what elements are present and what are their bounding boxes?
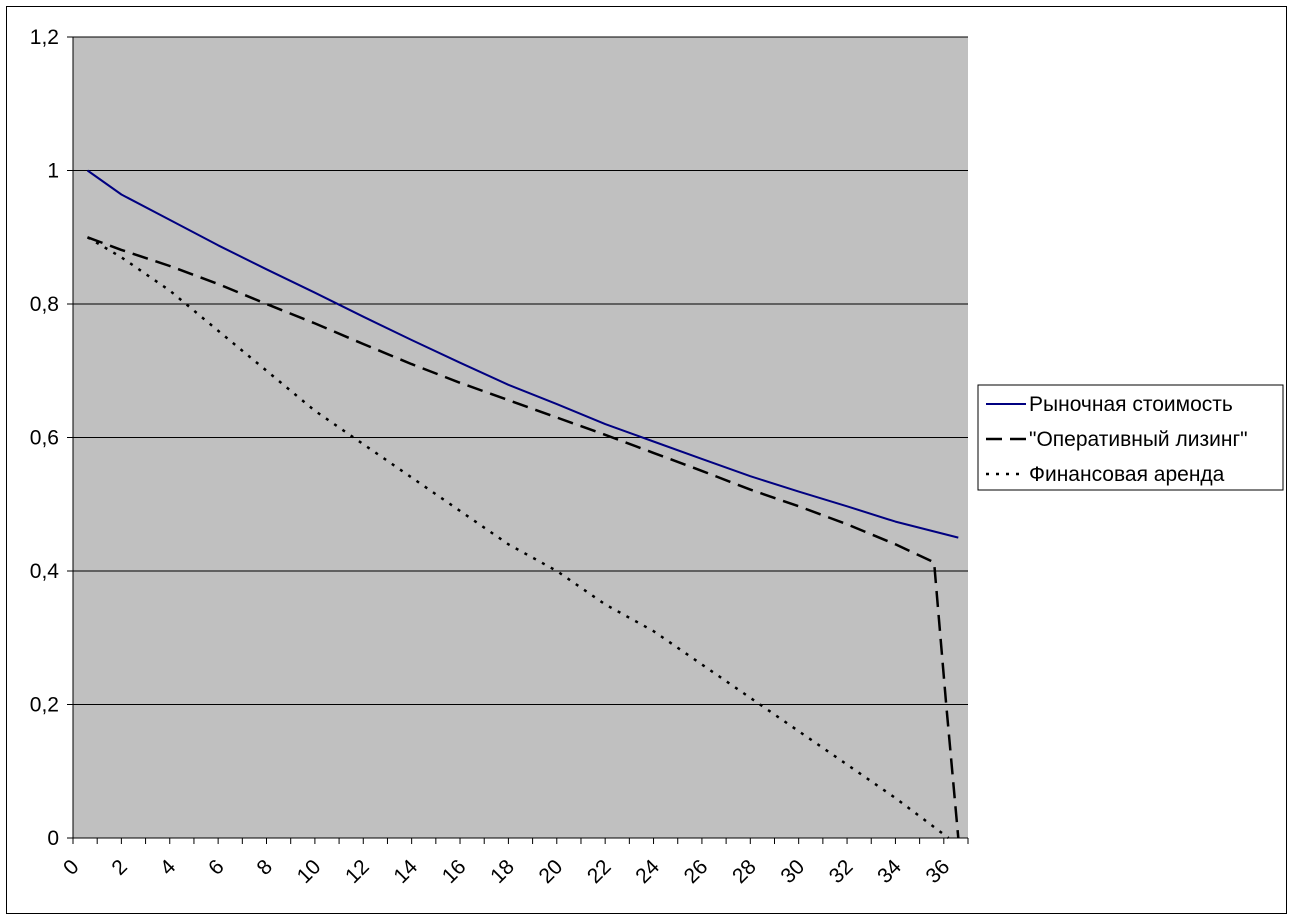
series-line-1 <box>87 236 960 839</box>
x-tick-label-10: 20 <box>535 855 568 888</box>
x-tick-label-6: 12 <box>341 855 374 888</box>
x-tick-label-13: 26 <box>680 855 713 888</box>
x-tick-label-15: 30 <box>776 855 809 888</box>
x-tick-label-4: 8 <box>253 855 278 880</box>
x-tick-label-16: 32 <box>825 855 858 888</box>
series-line-2 <box>86 236 950 839</box>
y-tick-label-5: 1 <box>47 160 59 183</box>
legend-label-0: Рыночная стоимость <box>1029 393 1233 416</box>
x-tick-label-3: 6 <box>204 855 229 880</box>
x-tick-label-7: 14 <box>389 855 422 888</box>
y-tick-label-6: 1,2 <box>30 26 59 49</box>
y-tick-label-4: 0,8 <box>30 293 59 316</box>
x-tick-label-2: 4 <box>156 855 181 880</box>
y-tick-label-1: 0,2 <box>30 694 59 717</box>
series-line-0 <box>86 169 959 539</box>
grid-lines <box>73 36 968 705</box>
x-tick-label-12: 24 <box>631 855 664 888</box>
x-tick-label-0: 0 <box>59 855 84 880</box>
x-tick-label-8: 16 <box>438 855 471 888</box>
x-tick-label-11: 22 <box>583 855 616 888</box>
y-tick-label-0: 0 <box>47 827 59 850</box>
legend-box <box>977 384 1284 491</box>
y-tick-label-2: 0,4 <box>30 560 60 583</box>
x-tick-label-1: 2 <box>107 855 132 880</box>
legend: Рыночная стоимость "Оперативный лизинг" Фи… <box>977 384 1284 491</box>
x-tick-label-18: 36 <box>922 855 955 888</box>
legend-label-1: "Оперативный лизинг" <box>1029 428 1248 451</box>
series-group <box>86 169 960 839</box>
legend-label-2: Финансовая аренда <box>1029 463 1225 486</box>
x-tick-label-5: 10 <box>293 855 326 888</box>
x-tick-label-9: 18 <box>486 855 519 888</box>
y-tick-label-3: 0,6 <box>30 427 59 450</box>
x-tick-label-17: 34 <box>873 855 906 888</box>
x-tick-label-14: 28 <box>728 855 761 888</box>
